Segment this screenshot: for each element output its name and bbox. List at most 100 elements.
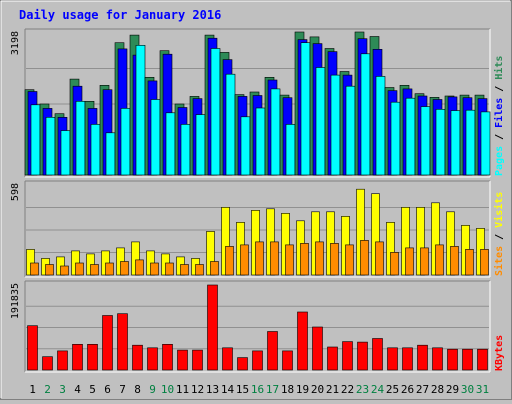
x-tick-label-day-23: 23 [356, 383, 369, 396]
legend-separator: / [494, 228, 505, 246]
bar-kbytes-day-7 [117, 313, 128, 371]
bar-kbytes-day-5 [87, 343, 98, 371]
bar-kbytes-day-3 [57, 350, 68, 371]
bar-pages-day-14 [225, 73, 236, 176]
panel-max-label: 3198 [10, 31, 21, 55]
panel-max-label: 598 [10, 183, 21, 201]
bar-pages-day-6 [105, 132, 116, 176]
bar-pages-day-24 [375, 76, 386, 176]
bar-kbytes-day-12 [192, 349, 203, 371]
panel-legend: Pages / Files / Hits [493, 56, 505, 176]
legend-files: Files [493, 98, 505, 128]
bar-sites-day-11 [180, 264, 189, 276]
bar-pages-day-29 [450, 110, 461, 176]
bar-pages-day-9 [150, 99, 161, 176]
bar-pages-day-13 [210, 48, 221, 176]
bar-kbytes-day-31 [477, 348, 488, 371]
bar-sites-day-16 [255, 241, 264, 276]
bar-sites-day-26 [405, 247, 414, 276]
bar-kbytes-day-2 [42, 356, 53, 371]
x-tick-label-day-6: 6 [104, 383, 111, 396]
bar-kbytes-day-29 [447, 348, 458, 371]
bar-pages-day-2 [45, 117, 56, 176]
x-tick-label-day-13: 13 [206, 383, 219, 396]
x-tick-label-day-31: 31 [476, 383, 489, 396]
bar-kbytes-day-19 [297, 311, 308, 371]
legend-kbytes: KBytes [494, 335, 505, 371]
bar-sites-day-8 [135, 259, 144, 276]
bar-kbytes-day-4 [72, 343, 83, 371]
legend-visits: Visits [493, 192, 505, 228]
bar-kbytes-day-18 [282, 350, 293, 371]
bar-pages-day-5 [90, 124, 101, 176]
panel-legend: KBytes [494, 335, 505, 371]
x-tick-label-day-26: 26 [401, 383, 414, 396]
x-tick-label-day-21: 21 [326, 383, 339, 396]
bar-sites-day-30 [465, 249, 474, 276]
bar-kbytes-day-16 [252, 350, 263, 371]
x-tick-label-day-25: 25 [386, 383, 399, 396]
x-tick-label-day-19: 19 [296, 383, 309, 396]
bar-kbytes-day-13 [207, 284, 218, 371]
bar-pages-day-26 [405, 97, 416, 176]
bar-sites-day-15 [240, 244, 249, 276]
panel-max-label: 191835 [10, 283, 21, 319]
bar-pages-day-8 [135, 44, 146, 176]
bar-sites-day-31 [480, 249, 489, 276]
bar-pages-day-11 [180, 124, 191, 176]
bar-kbytes-day-11 [177, 349, 188, 371]
bar-kbytes-day-30 [462, 348, 473, 371]
x-tick-label-day-18: 18 [281, 383, 294, 396]
legend-separator: / [494, 80, 505, 98]
bar-pages-day-18 [285, 124, 296, 176]
bar-pages-day-23 [360, 53, 371, 176]
x-tick-label-day-4: 4 [74, 383, 81, 396]
x-tick-label-day-27: 27 [416, 383, 429, 396]
bar-sites-day-28 [435, 244, 444, 276]
x-tick-label-day-9: 9 [149, 383, 156, 396]
x-tick-label-day-3: 3 [59, 383, 66, 396]
bar-pages-day-27 [420, 106, 431, 176]
bar-sites-day-19 [300, 243, 309, 276]
panel-visits-sites: 598 Sites / Visits [10, 180, 505, 278]
bar-pages-day-31 [480, 111, 491, 176]
x-tick-label-day-14: 14 [221, 383, 235, 396]
panels-layer: 3198 Pages / Files / Hits 598 Sites / Visit… [10, 28, 505, 373]
legend-separator: / [494, 128, 505, 146]
x-tick-label-day-30: 30 [461, 383, 474, 396]
x-axis-labels: 1 2 3 4 5 6 7 8 9 10 11 12 13 14 15 16 17 18 19 20 21 22 23 24 2… [29, 383, 489, 396]
x-tick-label-day-22: 22 [341, 383, 354, 396]
panel-legend: Sites / Visits [493, 192, 505, 276]
chart-title: Daily usage for January 2016 [19, 8, 221, 22]
legend-sites: Sites [493, 246, 505, 276]
bar-sites-day-12 [195, 264, 204, 276]
bar-pages-day-3 [60, 130, 71, 176]
bar-sites-day-14 [225, 246, 234, 276]
bar-kbytes-day-28 [432, 347, 443, 371]
bar-sites-day-10 [165, 262, 174, 276]
x-tick-label-day-11: 11 [176, 383, 189, 396]
bar-sites-day-9 [150, 262, 159, 276]
bar-sites-day-2 [45, 264, 54, 276]
bar-sites-day-3 [60, 265, 69, 276]
bar-kbytes-day-27 [417, 344, 428, 371]
bar-kbytes-day-10 [162, 343, 173, 371]
x-tick-label-day-7: 7 [119, 383, 126, 396]
bar-sites-day-24 [375, 241, 384, 276]
bar-sites-day-5 [90, 264, 99, 276]
bar-kbytes-day-15 [237, 357, 248, 371]
legend-pages: Pages [494, 146, 505, 176]
bar-pages-day-1 [30, 104, 41, 176]
bar-kbytes-day-1 [27, 325, 38, 371]
bar-pages-day-21 [330, 74, 341, 176]
x-tick-label-day-20: 20 [311, 383, 324, 396]
bar-pages-day-7 [120, 108, 131, 176]
bar-sites-day-4 [75, 262, 84, 276]
bar-pages-day-20 [315, 67, 326, 176]
bar-pages-day-28 [435, 109, 446, 176]
x-tick-label-day-16: 16 [251, 383, 264, 396]
bar-pages-day-10 [165, 112, 176, 176]
bar-kbytes-day-26 [402, 347, 413, 371]
bar-sites-day-1 [30, 262, 39, 276]
